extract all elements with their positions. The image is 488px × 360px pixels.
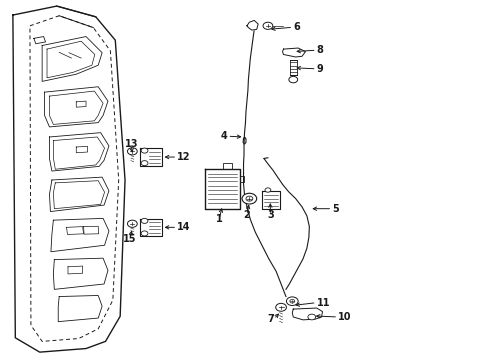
Text: 12: 12 (177, 152, 190, 162)
Text: 2: 2 (243, 210, 250, 220)
Circle shape (288, 76, 297, 83)
Text: 4: 4 (220, 131, 227, 141)
Text: 10: 10 (337, 312, 351, 322)
Polygon shape (205, 169, 239, 209)
Circle shape (263, 22, 272, 30)
Circle shape (286, 297, 298, 306)
Text: 6: 6 (293, 22, 300, 32)
Circle shape (275, 303, 286, 311)
Circle shape (127, 148, 137, 155)
Text: 9: 9 (316, 64, 323, 74)
Text: 8: 8 (316, 45, 323, 55)
Polygon shape (239, 176, 244, 182)
Circle shape (307, 314, 315, 320)
Polygon shape (261, 192, 279, 209)
Text: 15: 15 (123, 234, 136, 244)
Circle shape (242, 193, 256, 204)
Polygon shape (246, 21, 258, 30)
Polygon shape (292, 308, 322, 320)
Text: 13: 13 (124, 139, 138, 149)
Text: 14: 14 (177, 222, 190, 232)
Text: 1: 1 (215, 215, 222, 224)
Circle shape (127, 220, 137, 227)
Text: 11: 11 (316, 298, 329, 308)
Text: 5: 5 (331, 204, 338, 214)
Circle shape (141, 219, 148, 224)
Circle shape (141, 148, 148, 153)
Circle shape (141, 161, 148, 166)
Polygon shape (140, 219, 161, 236)
Circle shape (141, 231, 148, 236)
Text: 3: 3 (266, 210, 273, 220)
Circle shape (289, 300, 294, 303)
Circle shape (264, 188, 270, 192)
Circle shape (245, 196, 252, 201)
Polygon shape (282, 48, 305, 57)
Text: 7: 7 (266, 314, 273, 324)
Polygon shape (140, 148, 161, 166)
